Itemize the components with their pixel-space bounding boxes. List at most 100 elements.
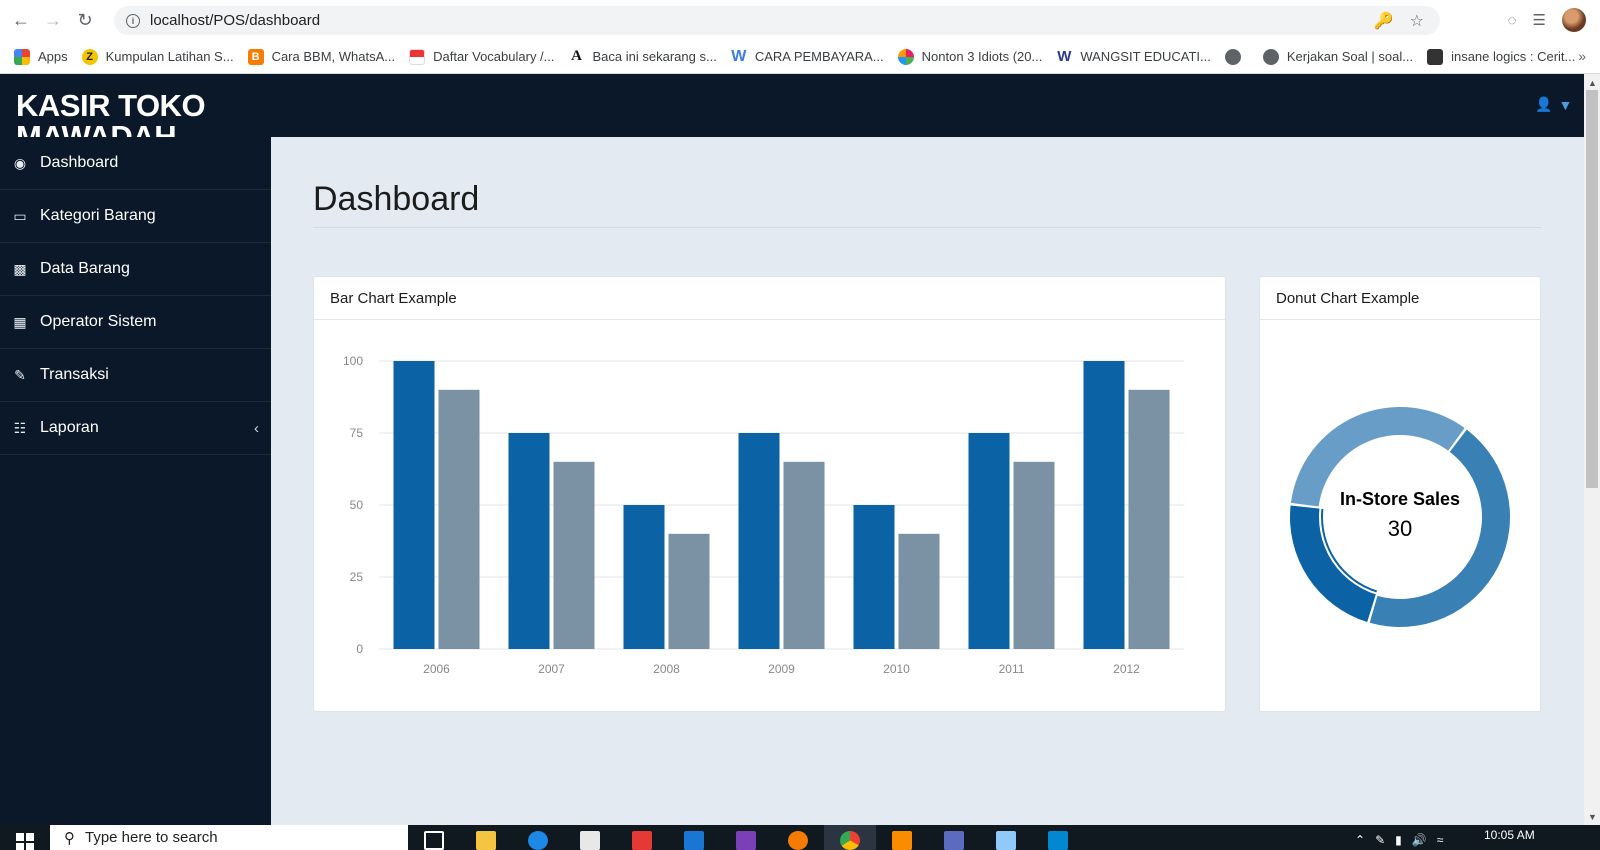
bar-chart-card-title: Bar Chart Example <box>314 277 1225 320</box>
donut-center-label: In-Store Sales <box>1340 489 1460 509</box>
bar[interactable] <box>783 461 825 649</box>
bookmarks-bar: Apps Z Kumpulan Latihan S... B Cara BBM,… <box>0 40 1600 74</box>
mail-icon[interactable] <box>684 831 704 850</box>
bookmark-item[interactable]: Daftar Vocabulary /... <box>409 48 555 65</box>
back-arrow-icon[interactable]: ← <box>12 9 30 30</box>
donut-chart: In-Store Sales 30 <box>1290 407 1510 627</box>
profile-avatar[interactable] <box>1562 8 1586 32</box>
scrollbar-thumb[interactable] <box>1586 90 1598 488</box>
bar[interactable] <box>393 361 435 649</box>
chevron-up-icon[interactable]: ⌃ <box>1355 833 1366 847</box>
donut-slice[interactable] <box>1369 429 1510 627</box>
star-icon[interactable]: ☆ <box>1409 13 1424 30</box>
chevron-more-icon[interactable]: » <box>1578 48 1586 64</box>
bar[interactable] <box>853 505 895 649</box>
bookmark-item[interactable]: B Cara BBM, WhatsA... <box>247 48 395 65</box>
bar[interactable] <box>968 433 1010 649</box>
x-tick-label: 2011 <box>999 662 1025 676</box>
visual-studio-icon[interactable] <box>736 831 756 850</box>
donut-slice[interactable] <box>1290 407 1465 507</box>
task-view-icon[interactable] <box>424 831 444 850</box>
donut-slice[interactable] <box>1290 505 1378 622</box>
sidebar-item-data-barang[interactable]: ▩ Data Barang <box>0 243 271 296</box>
gift-icon[interactable] <box>632 831 652 850</box>
sidebar-item-label: Dashboard <box>40 154 119 171</box>
user-dropdown[interactable]: 👤 ▼ <box>1535 96 1572 113</box>
globe-icon <box>1262 48 1279 65</box>
taskbar-clock[interactable]: 10:05 AM <box>1484 828 1535 842</box>
blogger-icon: B <box>247 48 264 65</box>
bar[interactable] <box>623 505 665 649</box>
bar[interactable] <box>1013 461 1055 649</box>
archive-icon[interactable] <box>944 831 964 850</box>
y-tick-label: 25 <box>350 570 364 584</box>
user-icon: 👤 <box>1535 96 1553 112</box>
blender-icon[interactable] <box>788 831 808 850</box>
bookmark-item[interactable]: Nonton 3 Idiots (20... <box>897 48 1042 65</box>
bar[interactable] <box>508 433 550 649</box>
bar[interactable] <box>1128 389 1170 649</box>
x-tick-label: 2008 <box>653 662 680 676</box>
bookmark-item[interactable]: Z Kumpulan Latihan S... <box>81 48 234 65</box>
y-tick-label: 50 <box>350 498 364 512</box>
bookmark-item[interactable]: W WANGSIT EDUCATI... <box>1057 48 1211 65</box>
sidebar-item-laporan[interactable]: ☷ Laporan ‹ <box>0 402 271 455</box>
forward-arrow-icon[interactable]: → <box>44 9 62 30</box>
chrome-icon[interactable] <box>840 831 860 850</box>
bar[interactable] <box>898 533 940 649</box>
media-queue-icon[interactable]: ☰ <box>1532 12 1546 29</box>
edge-icon[interactable] <box>528 831 548 850</box>
flag-icon <box>409 48 426 65</box>
y-tick-label: 0 <box>356 642 363 656</box>
taskbar-search-input[interactable]: ⚲ Type here to search <box>50 825 408 850</box>
site-info-icon[interactable]: i <box>126 13 140 28</box>
caret-down-icon: ▼ <box>1558 96 1573 113</box>
bar[interactable] <box>738 433 780 649</box>
notepad-icon[interactable] <box>996 831 1016 850</box>
bookmark-item[interactable]: Kerjakan Soal | soal... <box>1262 48 1413 65</box>
key-icon[interactable]: 🔑 <box>1373 13 1394 30</box>
bookmark-item[interactable]: W CARA PEMBAYARA... <box>731 47 884 65</box>
tachometer-icon: ◉ <box>13 154 27 171</box>
bookmark-item[interactable] <box>1224 48 1249 65</box>
photo-icon <box>1427 48 1444 65</box>
address-bar[interactable]: i localhost/POS/dashboard 🔑 ☆ <box>114 6 1440 35</box>
globe-icon <box>1224 48 1241 65</box>
donut-inner-ring <box>1319 436 1481 598</box>
y-tick-label: 100 <box>343 354 363 368</box>
sidebar-item-dashboard[interactable]: ◉ Dashboard <box>0 137 271 190</box>
letter-w-icon: W <box>731 47 747 65</box>
pen-icon[interactable]: ✎ <box>1375 833 1386 847</box>
bar[interactable] <box>553 461 595 649</box>
extension-icon[interactable]: ◌ <box>1507 11 1517 29</box>
volume-icon[interactable]: 🔊 <box>1411 833 1427 847</box>
edit-icon: ✎ <box>14 366 26 383</box>
sidebar-item-operator-sistem[interactable]: ▦ Operator Sistem <box>0 296 271 349</box>
reload-icon[interactable]: ↻ <box>77 9 93 30</box>
scroll-up-icon[interactable]: ▲ <box>1588 78 1597 88</box>
chevron-left-icon[interactable]: ‹ <box>254 419 259 437</box>
file-explorer-icon[interactable] <box>476 831 496 850</box>
windows-start-icon[interactable] <box>16 833 34 850</box>
search-icon: ⚲ <box>64 829 75 847</box>
bar-chart-icon: ▩ <box>13 260 27 277</box>
scroll-down-icon[interactable]: ▼ <box>1588 812 1597 822</box>
wifi-icon[interactable]: ≈ <box>1436 833 1444 847</box>
page-title: Dashboard <box>313 180 480 218</box>
bookmark-item[interactable]: A Baca ini sekarang s... <box>569 48 717 65</box>
store-icon[interactable] <box>580 831 600 850</box>
bookmark-apps[interactable]: Apps <box>14 48 68 65</box>
bookmark-item[interactable]: insane logics : Cerit... <box>1427 48 1575 65</box>
sidebar-item-kategori-barang[interactable]: ▭ Kategori Barang <box>0 190 271 243</box>
windows-taskbar: ⚲ Type here to search ⌃ ✎ ▮ 🔊 ≈ 10:05 AM <box>0 825 1600 850</box>
xampp-icon[interactable] <box>892 831 912 850</box>
battery-icon[interactable]: ▮ <box>1395 833 1402 847</box>
url-text[interactable]: localhost/POS/dashboard <box>150 12 321 29</box>
bar[interactable] <box>668 533 710 649</box>
sidebar-item-transaksi[interactable]: ✎ Transaksi <box>0 349 271 402</box>
bar[interactable] <box>1083 361 1125 649</box>
vscode-icon[interactable] <box>1048 831 1068 850</box>
apps-grid-icon <box>14 48 30 65</box>
bar[interactable] <box>438 389 480 649</box>
y-tick-label: 75 <box>350 426 364 440</box>
